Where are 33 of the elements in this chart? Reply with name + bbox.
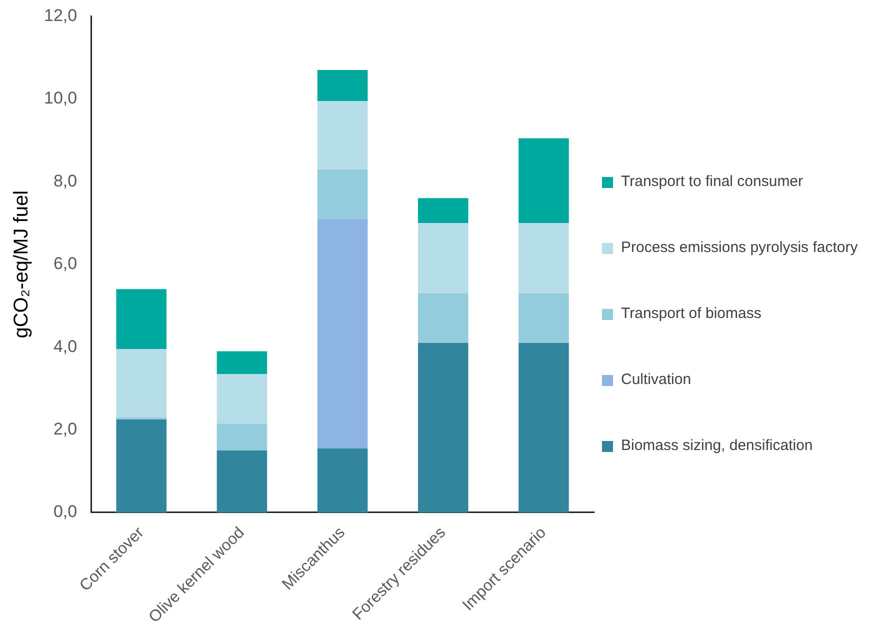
bar [216,351,268,374]
y-axis-title: gCO₂-eq/MJ fuel [10,190,33,338]
bar [317,169,368,219]
y-tick-label: 0,0 [53,502,78,522]
y-tick-label: 10,0 [44,88,78,108]
bar [216,424,268,450]
bar [216,450,268,512]
bar [317,218,368,448]
bar [116,419,167,512]
bar [216,374,268,424]
bar [418,342,468,512]
legend-label: Cultivation [621,370,692,390]
y-tick-label: 4,0 [53,336,78,356]
legend-label: Transport to final consumer [621,172,804,192]
bar [418,222,468,294]
y-tick-label: 6,0 [53,254,78,274]
y-tick-label: 2,0 [53,419,78,438]
legend-label: Process emissions pyrolysis factory [621,238,858,258]
bar [116,289,167,350]
bar [518,293,569,343]
bar [116,349,167,418]
bar [317,70,368,101]
bar [418,198,468,223]
bar [317,100,368,170]
legend-label: Biomass sizing, densification [621,436,813,456]
legend-label: Transport of biomass [621,304,762,324]
bar [518,342,569,512]
y-tick-label: 8,0 [53,171,78,190]
y-tick-label: 12,0 [44,6,78,25]
bar [518,138,569,223]
bar [317,448,368,512]
bar [418,293,468,343]
bar [518,222,569,294]
